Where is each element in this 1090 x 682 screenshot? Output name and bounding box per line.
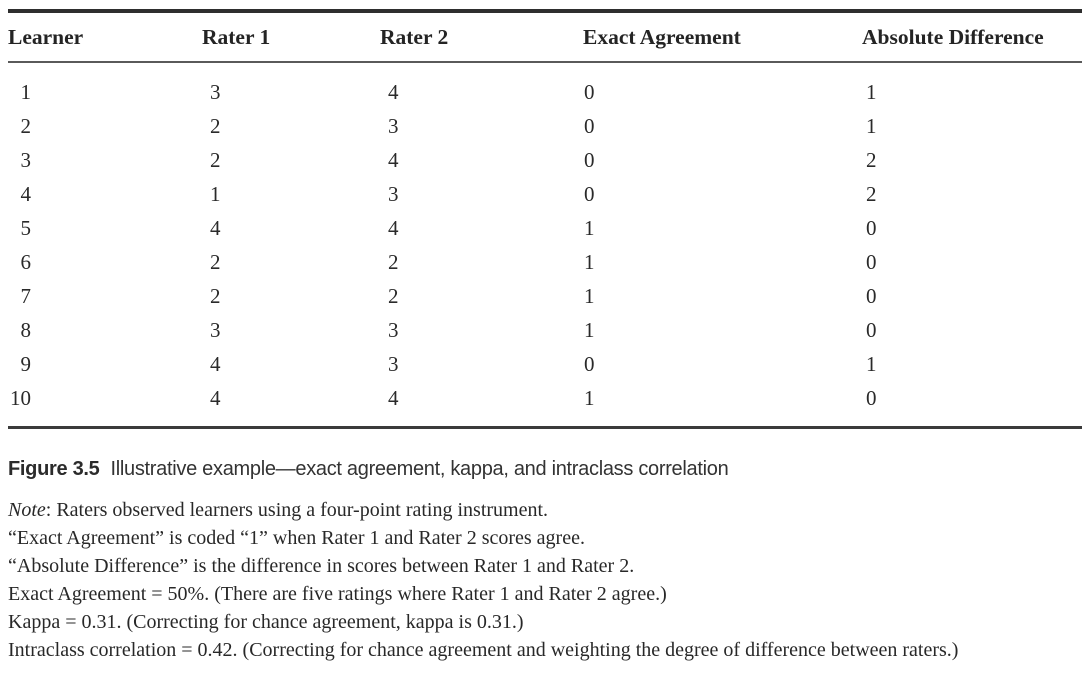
table-row: 7 2 2 1 0 [8, 279, 1082, 313]
cell-rater2: 4 [388, 147, 399, 172]
cell-exact: 0 [584, 79, 595, 104]
ratings-table: Learner Rater 1 Rater 2 Exact Agreement … [8, 9, 1082, 429]
cell-exact: 1 [584, 249, 595, 274]
cell-rater1: 1 [210, 181, 221, 206]
figure-notes: Note: Raters observed learners using a f… [8, 496, 1082, 664]
figure-caption: Figure 3.5 Illustrative example—exact agr… [8, 458, 1082, 481]
note-line-kappa-value: Kappa = 0.31. (Correcting for chance agr… [8, 611, 524, 633]
cell-rater2: 4 [388, 79, 399, 104]
cell-absdiff: 1 [866, 113, 877, 138]
cell-rater2: 3 [388, 113, 399, 138]
cell-learner: 7 [20, 283, 32, 308]
note-line-absolute-difference-def: “Absolute Difference” is the difference … [8, 555, 635, 577]
cell-learner: 4 [20, 181, 32, 206]
table-row: 3 2 4 0 2 [8, 143, 1082, 177]
table-row: 10 4 4 1 0 [8, 381, 1082, 429]
table-row: 2 2 3 0 1 [8, 109, 1082, 143]
cell-absdiff: 0 [862, 381, 1082, 429]
cell-learner: 3 [20, 147, 32, 172]
cell-rater1: 2 [210, 147, 221, 172]
cell-rater2: 3 [388, 351, 399, 376]
cell-learner: 1 [20, 79, 32, 104]
cell-exact: 1 [583, 381, 862, 429]
figure-page: Learner Rater 1 Rater 2 Exact Agreement … [0, 9, 1090, 664]
figure-caption-label: Figure 3.5 [8, 458, 100, 480]
cell-exact: 0 [584, 181, 595, 206]
note-line-exact-agreement-value: Exact Agreement = 50%. (There are five r… [8, 583, 667, 605]
cell-rater2: 4 [380, 381, 583, 429]
cell-exact: 1 [584, 283, 595, 308]
cell-learner: 9 [20, 351, 32, 376]
cell-exact: 0 [584, 113, 595, 138]
figure-caption-text: Illustrative example—exact agreement, ka… [110, 458, 729, 480]
cell-rater1: 3 [210, 79, 221, 104]
cell-rater2: 2 [388, 249, 399, 274]
note-text: : Raters observed learners using a four-… [45, 499, 549, 521]
cell-absdiff: 0 [866, 283, 877, 308]
cell-rater1: 3 [210, 317, 221, 342]
cell-absdiff: 0 [866, 215, 877, 240]
cell-rater1: 4 [210, 215, 221, 240]
cell-rater1: 2 [210, 113, 221, 138]
cell-absdiff: 2 [866, 147, 877, 172]
table-row: 8 3 3 1 0 [8, 313, 1082, 347]
cell-absdiff: 0 [866, 317, 877, 342]
cell-rater1: 2 [210, 249, 221, 274]
cell-rater1: 4 [210, 351, 221, 376]
table-row: 9 4 3 0 1 [8, 347, 1082, 381]
col-header-rater2: Rater 2 [380, 11, 583, 63]
cell-exact: 0 [584, 351, 595, 376]
cell-learner: 5 [20, 215, 32, 240]
col-header-rater1: Rater 1 [202, 11, 380, 63]
cell-rater1: 4 [202, 381, 380, 429]
table-row: 4 1 3 0 2 [8, 177, 1082, 211]
cell-exact: 0 [584, 147, 595, 172]
note-line-intraclass-value: Intraclass correlation = 0.42. (Correcti… [8, 639, 959, 661]
table-row: 1 3 4 0 1 [8, 62, 1082, 109]
cell-rater2: 4 [388, 215, 399, 240]
table-row: 5 4 4 1 0 [8, 211, 1082, 245]
col-header-exact: Exact Agreement [583, 11, 862, 63]
cell-exact: 1 [584, 317, 595, 342]
cell-rater2: 3 [388, 181, 399, 206]
table-header-row: Learner Rater 1 Rater 2 Exact Agreement … [8, 11, 1082, 63]
note-label: Note [8, 499, 46, 521]
cell-absdiff: 0 [866, 249, 877, 274]
cell-absdiff: 1 [866, 79, 877, 104]
table-row: 6 2 2 1 0 [8, 245, 1082, 279]
note-line-instrument: Note: Raters observed learners using a f… [8, 496, 1082, 524]
cell-learner: 10 [8, 381, 202, 429]
cell-learner: 8 [20, 317, 32, 342]
cell-exact: 1 [584, 215, 595, 240]
cell-absdiff: 1 [866, 351, 877, 376]
cell-learner: 6 [20, 249, 32, 274]
cell-learner: 2 [20, 113, 32, 138]
cell-rater1: 2 [210, 283, 221, 308]
cell-rater2: 3 [388, 317, 399, 342]
cell-rater2: 2 [388, 283, 399, 308]
cell-absdiff: 2 [866, 181, 877, 206]
col-header-learner: Learner [8, 11, 202, 63]
col-header-absdiff: Absolute Difference [862, 11, 1082, 63]
note-line-exact-agreement-coding: “Exact Agreement” is coded “1” when Rate… [8, 527, 585, 549]
